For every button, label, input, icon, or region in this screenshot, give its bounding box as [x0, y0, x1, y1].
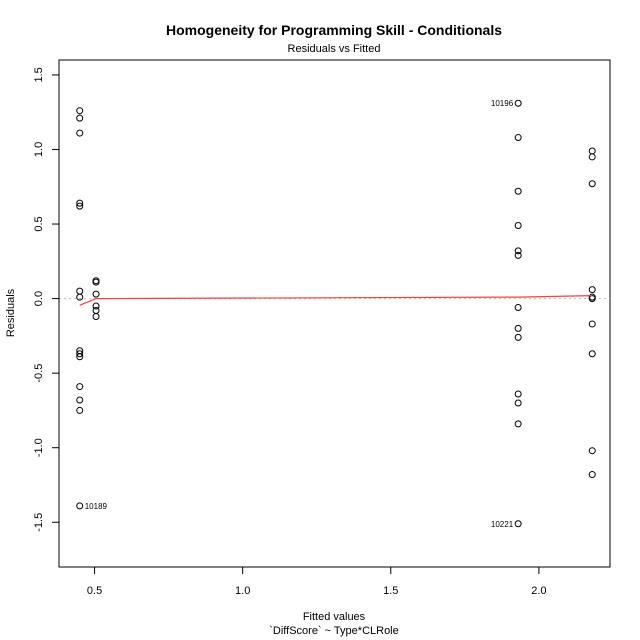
residual-point	[588, 147, 596, 155]
residual-point	[514, 251, 522, 259]
residual-point	[588, 153, 596, 161]
residual-point	[92, 290, 100, 298]
residual-point	[76, 383, 84, 391]
residual-point	[76, 287, 84, 295]
residual-point	[588, 180, 596, 188]
y-tick-label: -1.5	[33, 513, 45, 532]
chart-subtitle: Residuals vs Fitted	[288, 43, 381, 55]
residual-point	[76, 199, 84, 207]
point-label: 10196	[491, 99, 514, 108]
residual-point	[514, 99, 522, 107]
y-tick-label: 0.5	[33, 216, 45, 231]
residual-points	[76, 99, 596, 528]
x-axis: 0.5 1.0 1.5 2.0	[87, 566, 547, 597]
residual-point	[588, 286, 596, 294]
residual-point	[92, 278, 100, 286]
x-tick-label: 1.0	[235, 585, 250, 597]
residual-point	[588, 350, 596, 358]
residual-point	[76, 353, 84, 361]
residual-point	[514, 390, 522, 398]
y-axis-title: Residuals	[5, 288, 17, 337]
x-tick-label: 2.0	[531, 585, 546, 597]
residual-point	[514, 399, 522, 407]
residual-point	[76, 129, 84, 137]
point-label: 10189	[85, 502, 108, 511]
smoother-line	[79, 295, 593, 306]
y-tick-label: 0.0	[33, 291, 45, 306]
plot-frame	[58, 59, 611, 568]
residual-point	[514, 134, 522, 142]
residual-point	[76, 502, 84, 510]
x-tick-label: 0.5	[87, 585, 102, 597]
residual-point	[92, 312, 100, 320]
residual-point	[76, 107, 84, 115]
residual-point	[76, 396, 84, 404]
residual-point	[514, 420, 522, 428]
x-tick-label: 1.5	[383, 585, 398, 597]
y-tick-label: -0.5	[33, 364, 45, 383]
residual-point	[76, 293, 84, 301]
x-axis-title: Fitted values	[303, 611, 366, 623]
residual-point	[588, 320, 596, 328]
residual-point	[588, 295, 596, 303]
residual-point	[76, 406, 84, 414]
residual-point	[514, 222, 522, 230]
residual-point	[92, 302, 100, 310]
residual-point	[514, 324, 522, 332]
residual-point	[76, 350, 84, 358]
chart-title: Homogeneity for Programming Skill - Cond…	[166, 22, 502, 38]
residual-point	[514, 333, 522, 341]
y-axis: -1.5 -1.0 -0.5 0.0 0.5 1.0 1.5	[33, 67, 60, 532]
y-tick-label: 1.0	[33, 142, 45, 157]
residual-point	[76, 202, 84, 210]
residual-point	[514, 247, 522, 255]
y-tick-label: -1.0	[33, 438, 45, 457]
y-tick-label: 1.5	[33, 67, 45, 82]
point-labels: 10196 10189 10221	[85, 99, 514, 529]
residual-point	[76, 114, 84, 122]
point-label: 10221	[491, 520, 514, 529]
residual-point	[588, 447, 596, 455]
residual-point	[514, 304, 522, 312]
residual-point	[588, 471, 596, 479]
residual-point	[514, 520, 522, 528]
residual-point	[92, 307, 100, 315]
x-axis-formula: `DiffScore` ~ Type*CLRole	[269, 625, 399, 637]
residual-point	[514, 187, 522, 195]
